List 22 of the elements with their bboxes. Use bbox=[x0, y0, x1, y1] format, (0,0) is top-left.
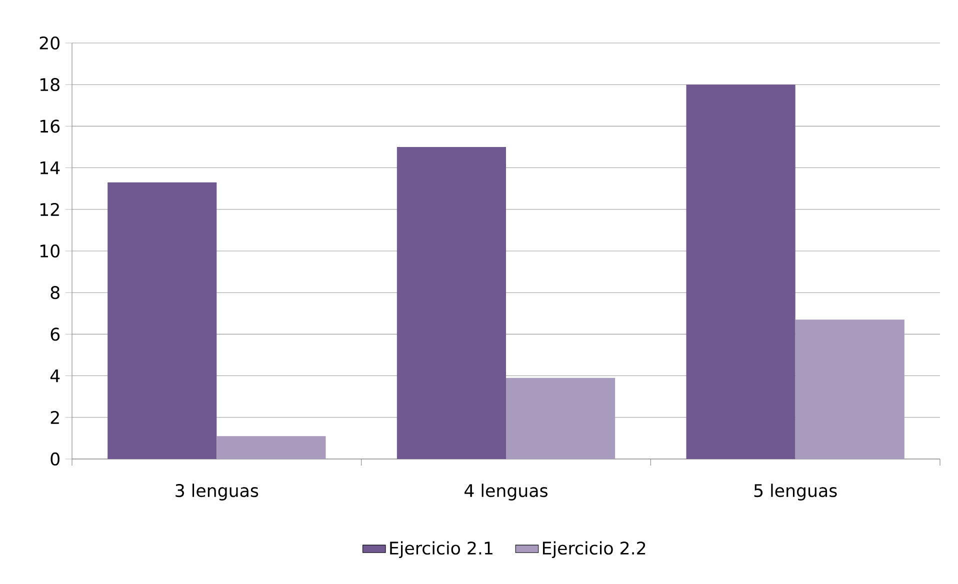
y-tick-label: 18 bbox=[40, 78, 60, 92]
legend-label: Ejercicio 2.1 bbox=[390, 541, 492, 558]
x-tick-label: 4 lenguas bbox=[464, 484, 548, 500]
bar bbox=[108, 182, 217, 459]
bar bbox=[396, 146, 506, 459]
y-tick-label: 20 bbox=[40, 36, 60, 50]
x-tick-label: 5 lenguas bbox=[754, 484, 837, 500]
y-tick-label: 12 bbox=[40, 202, 59, 216]
y-tick-label: 14 bbox=[40, 161, 60, 174]
legend-label: Ejercicio 2.2 bbox=[542, 541, 646, 558]
bar bbox=[686, 84, 796, 459]
y-tick-label: 8 bbox=[50, 286, 60, 300]
y-tick-label: 6 bbox=[50, 328, 60, 341]
bar bbox=[506, 378, 616, 459]
bar bbox=[795, 320, 904, 459]
bar bbox=[216, 436, 326, 459]
y-tick-label: 16 bbox=[40, 120, 60, 133]
y-tick-label: 10 bbox=[40, 244, 60, 258]
y-tick-label: 0 bbox=[50, 452, 60, 466]
y-tick-label: 2 bbox=[50, 410, 59, 424]
y-tick-label: 4 bbox=[50, 369, 60, 382]
x-tick-label: 3 lenguas bbox=[176, 484, 258, 500]
